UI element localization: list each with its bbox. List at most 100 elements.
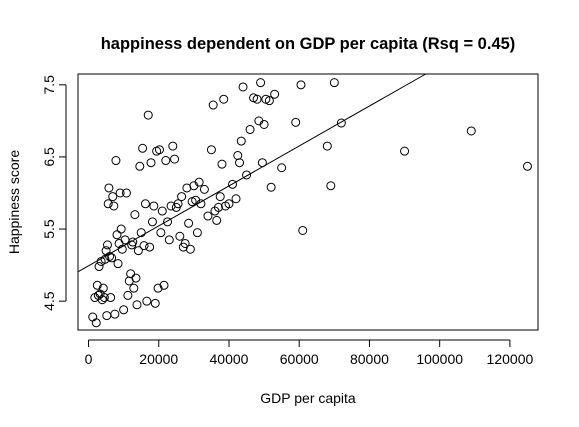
data-point — [298, 225, 308, 235]
data-point — [130, 210, 140, 220]
data-point — [88, 312, 98, 322]
x-tick-label: 80000 — [350, 351, 389, 367]
x-tick-label: 40000 — [210, 351, 249, 367]
y-tick-label: 7.5 — [41, 75, 57, 95]
data-point — [156, 228, 166, 238]
data-point — [231, 194, 241, 204]
data-point — [235, 158, 245, 168]
data-point — [102, 240, 112, 250]
data-point — [119, 305, 129, 315]
data-point — [99, 293, 109, 303]
data-point — [161, 156, 171, 166]
data-point — [97, 295, 107, 305]
data-point — [104, 183, 114, 193]
data-point — [242, 170, 252, 180]
x-tick-label: 0 — [85, 351, 93, 367]
data-point — [177, 192, 187, 202]
data-point — [212, 215, 222, 225]
x-axis-label: GDP per capita — [260, 390, 356, 406]
data-point — [126, 269, 136, 279]
regression-line — [77, 73, 426, 273]
data-point — [140, 199, 150, 209]
data-point — [112, 230, 122, 240]
data-point — [296, 80, 306, 90]
data-point — [106, 293, 116, 303]
chart-title: happiness dependent on GDP per capita (R… — [101, 35, 516, 53]
x-tick-label: 60000 — [280, 351, 319, 367]
y-axis: 4.5 5.5 6.5 7.5 — [41, 75, 67, 311]
data-point — [199, 184, 209, 194]
x-tick-label: 100000 — [416, 351, 463, 367]
data-point — [150, 298, 160, 308]
data-point — [322, 141, 332, 151]
data-point — [154, 145, 164, 155]
data-point — [329, 78, 339, 88]
data-point — [168, 141, 178, 151]
data-point — [400, 146, 410, 156]
data-point — [173, 199, 183, 209]
data-point — [157, 206, 167, 216]
data-point — [252, 94, 262, 104]
data-point — [133, 246, 143, 256]
data-point — [326, 181, 336, 191]
data-point — [147, 217, 157, 227]
data-point — [94, 262, 104, 272]
data-point — [259, 119, 269, 129]
data-point — [103, 199, 113, 209]
data-point — [135, 161, 145, 171]
data-point — [101, 246, 111, 256]
data-point — [192, 228, 202, 238]
data-point — [184, 218, 194, 228]
data-point — [213, 202, 223, 212]
y-tick-label: 5.5 — [41, 219, 57, 239]
data-point — [180, 238, 190, 248]
data-point — [194, 177, 204, 187]
x-tick-label: 20000 — [139, 351, 178, 367]
y-axis-label: Happiness score — [6, 150, 22, 254]
data-point — [270, 89, 280, 99]
data-point — [100, 254, 110, 264]
data-point — [238, 82, 248, 92]
data-point — [123, 290, 133, 300]
data-point — [128, 237, 138, 247]
regression-line-layer — [77, 73, 426, 273]
data-point — [113, 259, 123, 269]
data-point — [146, 158, 156, 168]
data-point — [142, 296, 152, 306]
y-tick-label: 6.5 — [41, 147, 57, 167]
data-point — [266, 182, 276, 192]
data-point — [466, 126, 476, 136]
data-point — [145, 242, 155, 252]
data-point — [224, 199, 234, 209]
data-point — [139, 241, 149, 251]
data-point — [91, 318, 101, 328]
data-point — [159, 280, 169, 290]
data-point — [115, 188, 125, 198]
data-point — [109, 201, 119, 211]
data-point — [215, 192, 225, 202]
data-point — [291, 117, 301, 127]
data-point — [203, 211, 213, 221]
data-point — [185, 244, 195, 254]
data-point — [136, 228, 146, 238]
data-point — [217, 159, 227, 169]
data-point — [121, 188, 131, 198]
data-point — [522, 161, 532, 171]
data-point — [149, 201, 159, 211]
data-point — [153, 283, 163, 293]
data-point — [138, 143, 148, 153]
data-point — [233, 150, 243, 160]
data-point — [164, 235, 174, 245]
plot-frame — [77, 73, 539, 331]
data-point — [102, 311, 112, 321]
data-point — [131, 273, 141, 283]
data-point — [170, 154, 180, 164]
data-point — [175, 231, 185, 241]
data-point — [163, 217, 173, 227]
data-points — [88, 78, 532, 328]
y-tick-label: 4.5 — [41, 291, 57, 311]
data-point — [143, 110, 153, 120]
data-point — [92, 280, 102, 290]
data-point — [219, 94, 229, 104]
